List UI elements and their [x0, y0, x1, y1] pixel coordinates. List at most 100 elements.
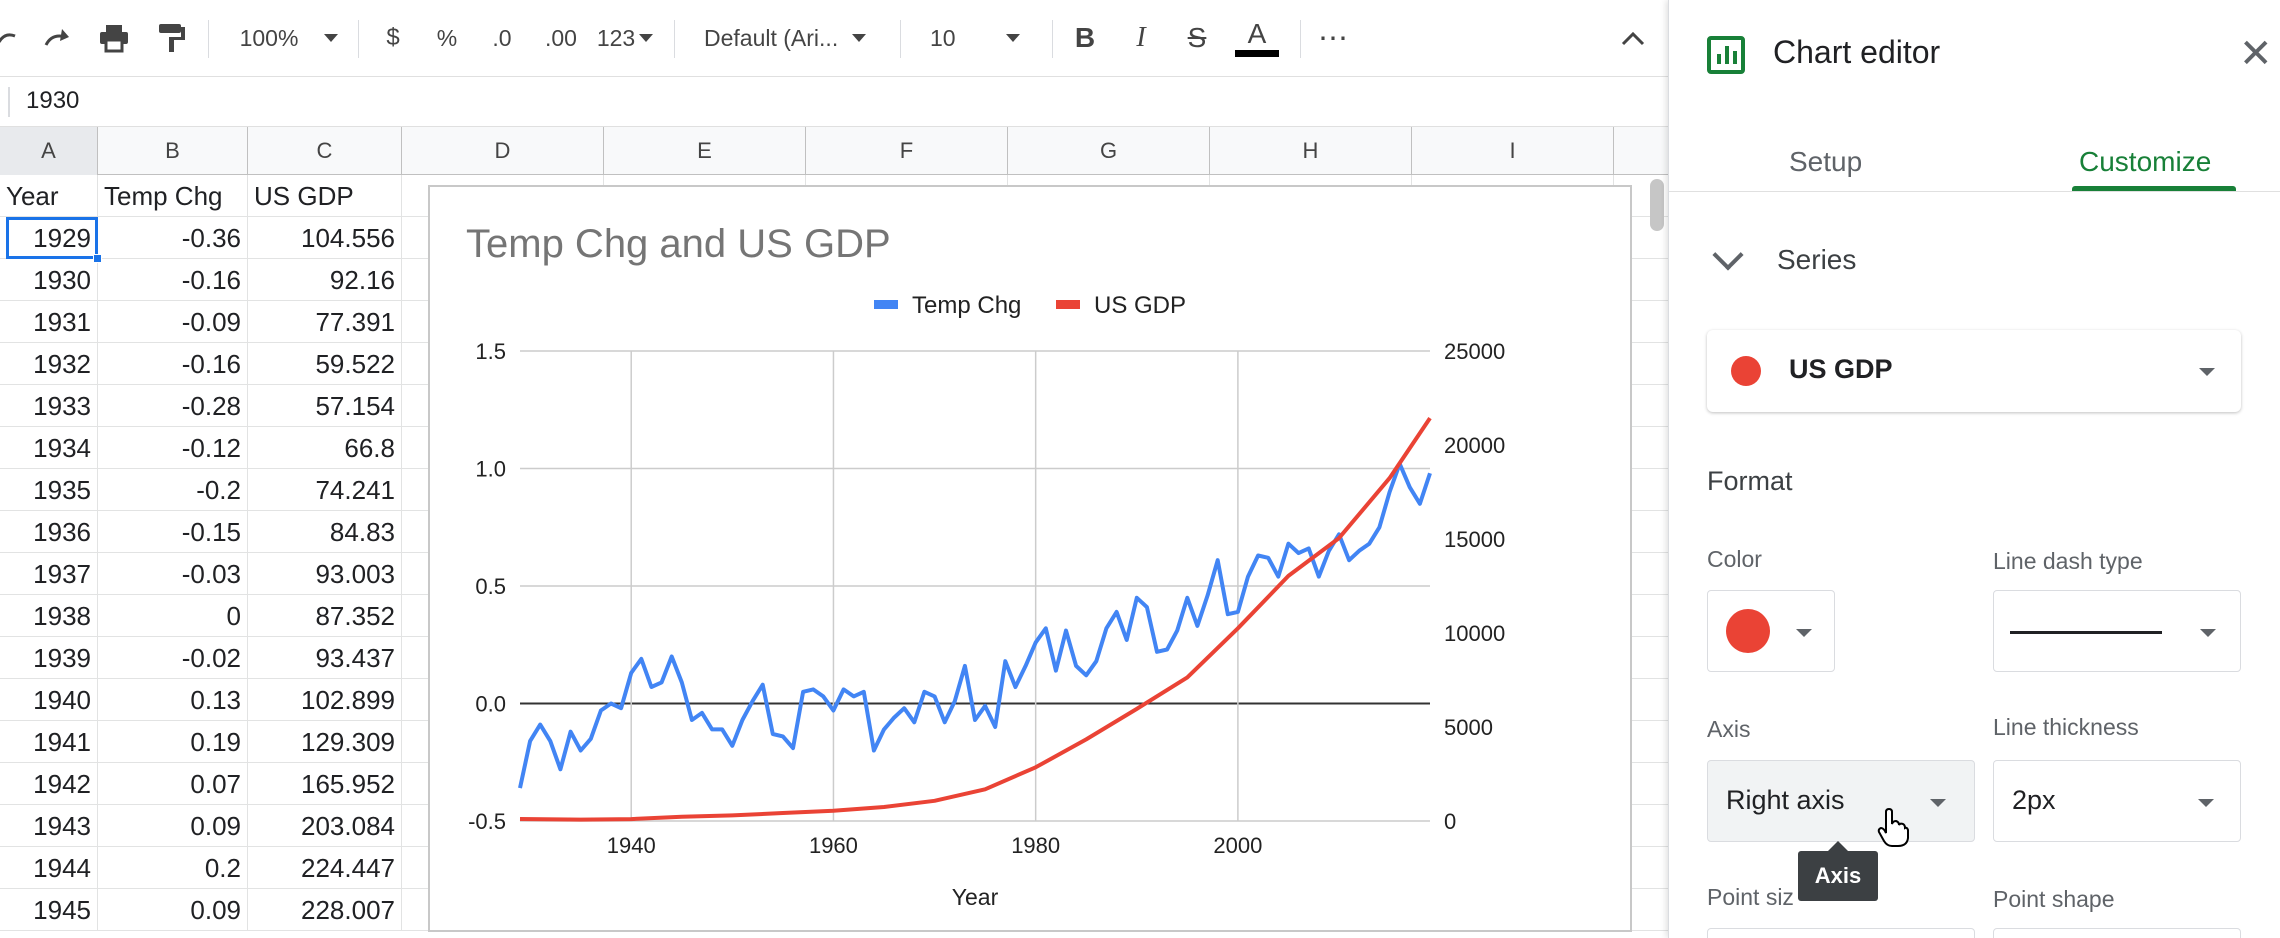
cell[interactable]: 1942	[0, 763, 98, 805]
formula-bar[interactable]: 1930	[0, 77, 1668, 127]
cell[interactable]: 1940	[0, 679, 98, 721]
cell[interactable]: -0.16	[98, 259, 248, 301]
cell[interactable]: 1941	[0, 721, 98, 763]
column-header-i[interactable]: I	[1412, 127, 1614, 175]
column-header-e[interactable]: E	[604, 127, 806, 175]
zoom-select[interactable]: 100%	[234, 16, 344, 60]
font-size-select[interactable]: 10	[930, 16, 1036, 60]
point-size-select[interactable]	[1707, 928, 1975, 938]
cell[interactable]: -0.16	[98, 343, 248, 385]
series-section-header[interactable]: Series	[1777, 244, 1857, 275]
cell[interactable]: 1930	[0, 259, 98, 301]
column-header-a[interactable]: A	[0, 127, 98, 175]
cell[interactable]: 1938	[0, 595, 98, 637]
cell[interactable]: -0.12	[98, 427, 248, 469]
column-header-f[interactable]: F	[806, 127, 1008, 175]
cell[interactable]: 0	[98, 595, 248, 637]
cell[interactable]: 1944	[0, 847, 98, 889]
cell[interactable]: 1934	[0, 427, 98, 469]
cell[interactable]: 1943	[0, 805, 98, 847]
cell[interactable]: 1932	[0, 343, 98, 385]
cell[interactable]: 93.437	[248, 637, 402, 679]
column-header-b[interactable]: B	[98, 127, 248, 175]
cell[interactable]: 0.07	[98, 763, 248, 805]
paint-format-icon[interactable]	[152, 16, 192, 60]
cell[interactable]: 1945	[0, 889, 98, 931]
cell[interactable]: 165.952	[248, 763, 402, 805]
formula-input[interactable]: 1930	[26, 87, 80, 114]
cell[interactable]: 84.83	[248, 511, 402, 553]
cell[interactable]: 0.13	[98, 679, 248, 721]
vertical-scrollbar[interactable]	[1650, 179, 1664, 231]
cell[interactable]: Year	[0, 175, 98, 217]
font-family-select[interactable]: Default (Ari...	[704, 16, 890, 60]
cell[interactable]: 66.8	[248, 427, 402, 469]
cell[interactable]: -0.28	[98, 385, 248, 427]
line-thickness-select[interactable]: 2px	[1993, 760, 2241, 842]
cell[interactable]: 1933	[0, 385, 98, 427]
point-shape-select[interactable]	[1993, 928, 2241, 938]
embedded-chart[interactable]: Temp Chg and US GDP -0.5 0.0 0.5 1.0 1.5 0 5000…	[428, 185, 1632, 932]
selected-cell-outline[interactable]	[6, 217, 98, 259]
italic-button[interactable]: I	[1136, 22, 1146, 53]
fill-handle[interactable]	[93, 254, 102, 263]
cell[interactable]: 224.447	[248, 847, 402, 889]
cell[interactable]: -0.2	[98, 469, 248, 511]
cell[interactable]: 129.309	[248, 721, 402, 763]
close-icon[interactable]: ✕	[2239, 32, 2273, 76]
cell[interactable]: 1937	[0, 553, 98, 595]
cell[interactable]: -0.36	[98, 217, 248, 259]
tab-customize[interactable]: Customize	[2079, 146, 2212, 177]
axis-select[interactable]: Right axis	[1707, 760, 1975, 842]
currency-button[interactable]: $	[386, 24, 400, 51]
cell[interactable]: 0.19	[98, 721, 248, 763]
tab-setup[interactable]: Setup	[1789, 146, 1863, 177]
cell[interactable]: -0.15	[98, 511, 248, 553]
cell[interactable]: 102.899	[248, 679, 402, 721]
cell[interactable]: Temp Chg	[98, 175, 248, 217]
cell[interactable]: 1939	[0, 637, 98, 679]
strikethrough-button[interactable]: S	[1187, 22, 1207, 53]
cell[interactable]: 203.084	[248, 805, 402, 847]
cell[interactable]: -0.09	[98, 301, 248, 343]
collapse-toolbar-icon[interactable]	[1616, 16, 1650, 60]
cell[interactable]: 1936	[0, 511, 98, 553]
cell[interactable]: 87.352	[248, 595, 402, 637]
cell[interactable]: 59.522	[248, 343, 402, 385]
cell[interactable]: 104.556	[248, 217, 402, 259]
chevron-down-icon[interactable]	[1712, 239, 1744, 271]
cell[interactable]: 0.09	[98, 805, 248, 847]
series-select[interactable]: US GDP	[1707, 330, 2241, 412]
cell[interactable]: US GDP	[248, 175, 402, 217]
column-header-h[interactable]: H	[1210, 127, 1412, 175]
line-dash-select[interactable]	[1993, 590, 2241, 672]
column-header-c[interactable]: C	[248, 127, 402, 175]
more-options-icon[interactable]: ⋯	[1318, 21, 1348, 55]
percent-button[interactable]: %	[436, 24, 458, 51]
more-formats-button[interactable]: 123	[592, 16, 658, 60]
cell[interactable]: 77.391	[248, 301, 402, 343]
decrease-decimal-button[interactable]: .0	[492, 24, 512, 51]
cell[interactable]: 93.003	[248, 553, 402, 595]
text-color-button[interactable]: A	[1234, 16, 1280, 60]
bold-button[interactable]: B	[1074, 22, 1096, 53]
cell[interactable]: 74.241	[248, 469, 402, 511]
redo-icon[interactable]	[38, 16, 78, 60]
increase-decimal-button[interactable]: .00	[545, 24, 577, 51]
cell[interactable]: 228.007	[248, 889, 402, 931]
cell[interactable]: 0.2	[98, 847, 248, 889]
cell[interactable]: 1935	[0, 469, 98, 511]
cell[interactable]: 1931	[0, 301, 98, 343]
cell[interactable]: 0.09	[98, 889, 248, 931]
chevron-down-icon	[2199, 368, 2215, 376]
color-picker[interactable]	[1707, 590, 1835, 672]
column-header-d[interactable]: D	[402, 127, 604, 175]
cell[interactable]: 92.16	[248, 259, 402, 301]
print-icon[interactable]	[94, 16, 134, 60]
cell[interactable]: -0.03	[98, 553, 248, 595]
undo-icon[interactable]	[0, 16, 24, 60]
cell[interactable]: -0.02	[98, 637, 248, 679]
left-axis-tick-label: 0.5	[475, 574, 506, 599]
column-header-g[interactable]: G	[1008, 127, 1210, 175]
cell[interactable]: 57.154	[248, 385, 402, 427]
